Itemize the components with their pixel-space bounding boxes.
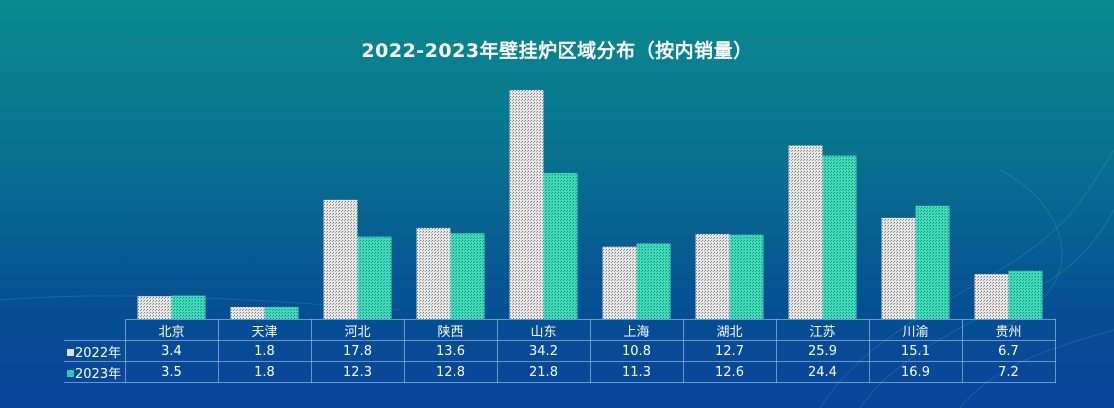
series-row-2023: 2023年 3.5 1.8 12.3 12.8 21.8 11.3 12.6 24.4 16.9 7… [64,361,1056,383]
value-cell-2022-0: 3.4 [124,340,219,362]
category-label-5: 上海 [589,319,684,341]
value-cell-2023-7: 24.4 [775,361,870,383]
table-body: 2022年 3.4 1.8 17.8 13.6 34.2 10.8 12.7 25.9 15.1 6… [64,340,1056,383]
value-cell-2023-8: 16.9 [868,361,963,383]
table-corner [64,319,126,341]
bar-2022-7 [788,145,823,319]
category-label-4: 山东 [496,319,591,341]
bar-2023-2 [357,236,392,319]
bar-2023-8 [915,205,950,319]
bar-2023-9 [1008,270,1043,319]
bar-group [137,90,1043,319]
bar-2023-3 [450,233,485,319]
bar-2022-5 [602,246,637,319]
category-header-row: 北京 天津 河北 陕西 山东 上海 湖北 江苏 川渝 贵州 [64,319,1056,341]
value-cell-2023-0: 3.5 [124,361,219,383]
value-cell-2022-3: 13.6 [403,340,498,362]
legend-entry-2022: 2022年 [64,340,126,362]
bar-2022-1 [230,306,265,319]
value-cell-2022-2: 17.8 [310,340,405,362]
legend-entry-2023: 2023年 [64,361,126,383]
value-cell-2022-5: 10.8 [589,340,684,362]
category-label-8: 川渝 [868,319,963,341]
bar-2022-2 [323,199,358,319]
value-cell-2022-9: 6.7 [961,340,1056,362]
value-cell-2022-7: 25.9 [775,340,870,362]
legend-label-2022: 2022年 [75,345,122,361]
value-cell-2023-5: 11.3 [589,361,684,383]
value-cell-2023-3: 12.8 [403,361,498,383]
series-row-2022: 2022年 3.4 1.8 17.8 13.6 34.2 10.8 12.7 25.9 15.1 6… [64,340,1056,362]
value-cell-2022-4: 34.2 [496,340,591,362]
bar-2022-0 [137,296,172,319]
legend-key-2023 [67,369,74,377]
category-label-6: 湖北 [682,319,777,341]
category-label-7: 江苏 [775,319,870,341]
value-cell-2022-8: 15.1 [868,340,963,362]
bar-2023-1 [264,306,299,319]
value-cell-2023-4: 21.8 [496,361,591,383]
bar-2023-6 [729,234,764,319]
value-cell-2022-6: 12.7 [682,340,777,362]
bar-2022-3 [416,227,451,319]
value-cell-2023-1: 1.8 [217,361,312,383]
category-label-1: 天津 [217,319,312,341]
bar-2022-4 [509,90,544,319]
category-label-3: 陕西 [403,319,498,341]
bar-2022-9 [974,274,1009,319]
category-label-9: 贵州 [961,319,1056,341]
category-label-0: 北京 [124,319,219,341]
value-cell-2023-2: 12.3 [310,361,405,383]
bar-2023-5 [636,243,671,319]
legend-label-2023: 2023年 [75,366,122,382]
value-cell-2023-6: 12.6 [682,361,777,383]
value-cell-2023-9: 7.2 [961,361,1056,383]
bar-2023-0 [171,295,206,319]
bar-2022-6 [695,233,730,319]
chart-title: 2022-2023年壁挂炉区域分布（按内销量） [361,40,753,62]
bar-2022-8 [881,217,916,319]
category-label-2: 河北 [310,319,405,341]
legend-key-2022 [67,348,74,356]
bar-2023-4 [543,173,578,319]
data-table: 北京 天津 河北 陕西 山东 上海 湖北 江苏 川渝 贵州 2022年 3.4 1.8 17.8 13.6… [64,319,1056,383]
value-cell-2022-1: 1.8 [217,340,312,362]
bar-2023-7 [822,155,857,319]
